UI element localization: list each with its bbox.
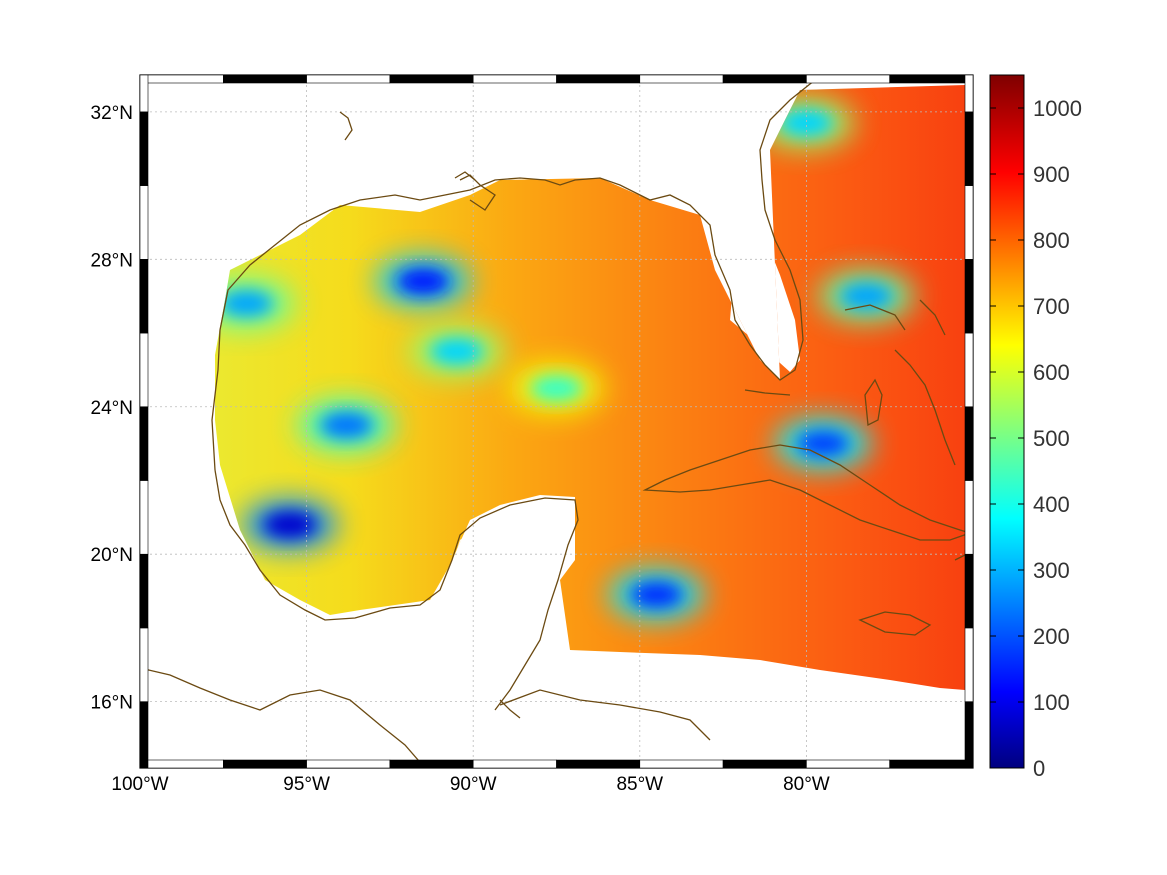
colorbar-ticks: 0 100 200 300 400 500 600 700 800 900 1000: [990, 96, 1082, 781]
frame-segment-right: [964, 185, 974, 260]
frame-segment-left: [139, 332, 149, 408]
frame-segment-bottom: [889, 759, 974, 769]
anomaly-bahamas-low: [840, 283, 893, 310]
mississippi-delta: [459, 174, 496, 211]
data-field: [215, 85, 965, 690]
lat-tick-label: 16°N: [91, 693, 133, 714]
anomaly-cayman-low: [630, 581, 683, 608]
colorbar-tick-label: 900: [1033, 162, 1070, 187]
anomaly-yucatan-channel-low: [530, 375, 583, 402]
frame-segment-top: [306, 74, 391, 84]
frame-segment-left: [139, 111, 149, 186]
frame-segment-bottom: [389, 759, 474, 769]
frame-segment-top: [722, 74, 807, 84]
frame-segment-bottom: [223, 759, 307, 769]
colorbar-tick-label: 700: [1033, 294, 1070, 319]
colorbar: [989, 74, 1025, 769]
yucatan-fragment: [499, 699, 521, 719]
frame-segment-bottom: [472, 759, 557, 769]
frame-segment-bottom: [806, 759, 891, 769]
anomaly-west-gulf-low: [320, 412, 373, 439]
frame-segment-right: [964, 406, 974, 481]
grand-bahama: [844, 304, 906, 331]
frame-segment-left: [139, 701, 149, 769]
frame-segment-bottom: [639, 759, 724, 769]
jamaica: [858, 611, 932, 636]
frame-segment-left: [139, 480, 149, 555]
lon-tick-label: 80°W: [783, 774, 830, 795]
frame-segment-right: [964, 74, 974, 113]
honduras-coast: [499, 689, 711, 741]
frame-segment-left: [139, 185, 149, 260]
mexico-gulf-coast: [214, 469, 579, 711]
colorbar-tick-label: 100: [1033, 690, 1070, 715]
frame-segment-top: [472, 74, 557, 84]
frame-segment-right: [964, 111, 974, 186]
colorbar-tick-label: 400: [1033, 492, 1070, 517]
east-bahamas: [919, 299, 946, 336]
colorbar-tick-label: 0: [1033, 756, 1045, 781]
grid-lines: [140, 75, 973, 768]
bahamas-chain: [894, 349, 956, 466]
lon-tick-label: 90°W: [450, 774, 497, 795]
florida-keys: [744, 389, 791, 396]
anomaly-texas-shelf-low: [220, 290, 273, 317]
frame-segment-bottom: [722, 759, 807, 769]
anomaly-bay-of-campeche-low: [263, 511, 316, 538]
frame-segment-left: [139, 627, 149, 702]
frame-segment-left: [139, 259, 149, 334]
anomaly-north-central-gulf-low: [397, 268, 450, 295]
frame-segment-top: [889, 74, 974, 84]
frame-segment-top: [556, 74, 641, 84]
texas-inland-fragment: [339, 111, 353, 141]
andros-island: [864, 378, 883, 427]
lake-pontchartrain: [454, 171, 476, 181]
frame-segment-right: [964, 332, 974, 408]
colorbar-tick-label: 800: [1033, 228, 1070, 253]
coastlines: [140, 79, 973, 768]
colorbar-tick-label: 600: [1033, 360, 1070, 385]
central-america-coast: [140, 667, 426, 768]
frame-segment-right: [964, 259, 974, 334]
frame-segment-left: [139, 406, 149, 481]
colorbar-tick-label: 1000: [1033, 96, 1082, 121]
lon-tick-label: 100°W: [111, 774, 168, 795]
lon-tick-label: 85°W: [616, 774, 663, 795]
frame-segment-top: [223, 74, 307, 84]
frame-segment-top: [389, 74, 474, 84]
frame-segment-top: [806, 74, 891, 84]
frame-segment-top: [639, 74, 724, 84]
lon-tick-label: 95°W: [283, 774, 330, 795]
frame-segment-right: [964, 627, 974, 702]
frame-segment-right: [964, 480, 974, 555]
anomaly-layer: [215, 96, 915, 621]
colorbar-tick-label: 200: [1033, 624, 1070, 649]
lat-tick-label: 20°N: [91, 545, 133, 566]
frame-segment-top: [139, 74, 224, 84]
lat-tick-label: 32°N: [91, 103, 133, 124]
anomaly-atlantic-north-low: [780, 109, 833, 136]
colorbar-tick-label: 300: [1033, 558, 1070, 583]
frame-segment-right: [964, 701, 974, 769]
longitude-tick-labels: 100°W 95°W 90°W 85°W 80°W: [111, 774, 829, 795]
anomaly-central-gulf-low: [430, 338, 483, 365]
frame-segment-bottom: [306, 759, 391, 769]
frame-segment-left: [139, 553, 149, 629]
frame-segment-left: [139, 74, 149, 113]
lat-tick-label: 28°N: [91, 250, 133, 271]
us-gulf-coast: [211, 79, 816, 471]
colorbar-tick-label: 500: [1033, 426, 1070, 451]
frame-segment-bottom: [139, 759, 224, 769]
frame-segment-bottom: [556, 759, 641, 769]
frame-segment-right: [964, 553, 974, 629]
lat-tick-label: 24°N: [91, 398, 133, 419]
anomaly-cuba-north-low: [797, 430, 850, 457]
frame-border-pattern: [139, 74, 974, 769]
latitude-tick-labels: 32°N 28°N 24°N 20°N 16°N: [91, 103, 133, 714]
